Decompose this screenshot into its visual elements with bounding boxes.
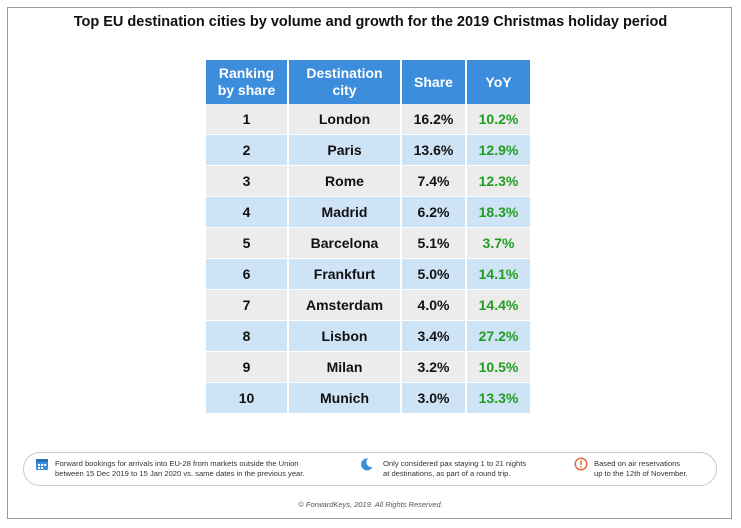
rank-cell: 2 [206,135,287,166]
page-title: Top EU destination cities by volume and … [73,14,668,30]
yoy-cell: 14.4% [467,290,530,321]
rank-cell: 1 [206,104,287,135]
table-header-row: Ranking by share Destination city Share … [206,60,530,104]
share-cell: 3.0% [402,383,465,414]
rank-cell: 5 [206,228,287,259]
rank-cell: 10 [206,383,287,414]
share-cell: 7.4% [402,166,465,197]
header-share: Share [402,60,465,104]
table-row: 9 Milan 3.2% 10.5% [206,352,530,383]
destination-table: Ranking by share Destination city Share … [204,60,532,414]
table-row: 7 Amsterdam 4.0% 14.4% [206,290,530,321]
table-row: 10 Munich 3.0% 13.3% [206,383,530,414]
city-cell: Amsterdam [289,290,400,321]
rank-cell: 7 [206,290,287,321]
yoy-cell: 18.3% [467,197,530,228]
city-cell: Rome [289,166,400,197]
share-cell: 6.2% [402,197,465,228]
yoy-cell: 3.7% [467,228,530,259]
yoy-cell: 12.3% [467,166,530,197]
rank-cell: 9 [206,352,287,383]
legend-pax-line2: at destinations, as part of a round trip… [383,469,511,478]
header-city-line2: city [332,82,357,98]
rank-cell: 3 [206,166,287,197]
legend-bar: Forward bookings for arrivals into EU-28… [23,452,717,486]
legend-bookings-line2: between 15 Dec 2019 to 15 Jan 2020 vs. s… [55,469,305,478]
info-icon [574,457,588,471]
calendar-icon [36,459,48,470]
header-rank-line2: by share [217,82,276,98]
city-cell: Barcelona [289,228,400,259]
legend-reservations-text: Based on air reservations up to the 12th… [594,459,688,479]
legend-reservations-line1: Based on air reservations [594,459,681,468]
table-row: 5 Barcelona 5.1% 3.7% [206,228,530,259]
legend-bookings-text: Forward bookings for arrivals into EU-28… [55,459,305,479]
share-cell: 5.0% [402,259,465,290]
moon-icon [361,458,373,471]
header-rank: Ranking by share [206,60,287,104]
yoy-cell: 27.2% [467,321,530,352]
header-city-line1: Destination [306,65,383,81]
share-cell: 5.1% [402,228,465,259]
header-yoy: YoY [467,60,530,104]
yoy-cell: 14.1% [467,259,530,290]
yoy-cell: 13.3% [467,383,530,414]
share-cell: 16.2% [402,104,465,135]
copyright-footer: © ForwardKeys, 2019. All Rights Reserved… [298,500,443,509]
city-cell: Paris [289,135,400,166]
table-row: 1 London 16.2% 10.2% [206,104,530,135]
rank-cell: 8 [206,321,287,352]
share-cell: 4.0% [402,290,465,321]
table-row: 8 Lisbon 3.4% 27.2% [206,321,530,352]
table-row: 6 Frankfurt 5.0% 14.1% [206,259,530,290]
yoy-cell: 10.2% [467,104,530,135]
legend-pax-line1: Only considered pax staying 1 to 21 nigh… [383,459,527,468]
city-cell: London [289,104,400,135]
legend-bookings-line1: Forward bookings for arrivals into EU-28… [55,459,299,468]
header-rank-line1: Ranking [218,65,275,81]
city-cell: Munich [289,383,400,414]
share-cell: 3.2% [402,352,465,383]
yoy-cell: 12.9% [467,135,530,166]
header-city: Destination city [289,60,400,104]
city-cell: Frankfurt [289,259,400,290]
table-row: 3 Rome 7.4% 12.3% [206,166,530,197]
city-cell: Milan [289,352,400,383]
legend-pax-text: Only considered pax staying 1 to 21 nigh… [383,459,526,479]
rank-cell: 6 [206,259,287,290]
rank-cell: 4 [206,197,287,228]
share-cell: 13.6% [402,135,465,166]
yoy-cell: 10.5% [467,352,530,383]
table-row: 4 Madrid 6.2% 18.3% [206,197,530,228]
share-cell: 3.4% [402,321,465,352]
city-cell: Madrid [289,197,400,228]
legend-reservations-line2: up to the 12th of November. [594,469,688,478]
city-cell: Lisbon [289,321,400,352]
table-row: 2 Paris 13.6% 12.9% [206,135,530,166]
